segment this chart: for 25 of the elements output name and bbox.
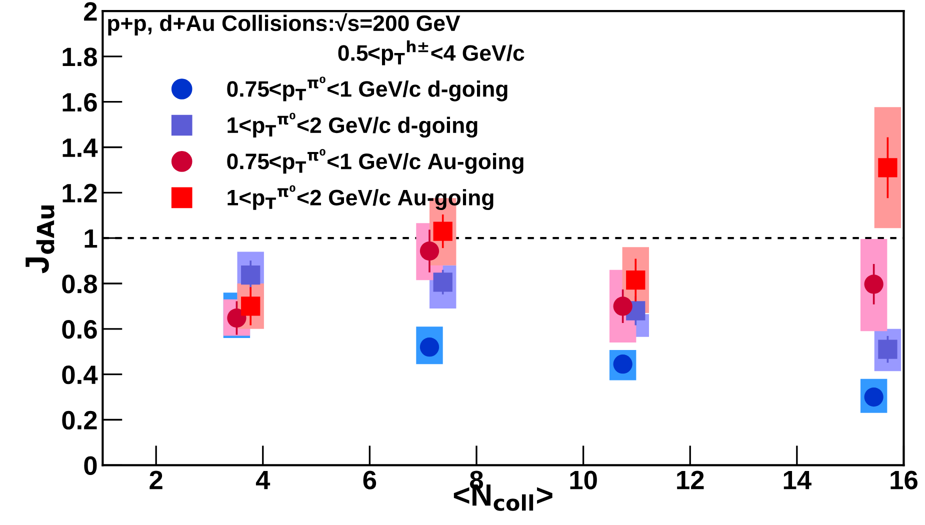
x-tick-label: 12 [677, 470, 704, 490]
y-tick-label: 1.6 [62, 92, 97, 112]
y-axis-title: J$_{dAu}$ [26, 205, 54, 274]
x-tick-label: 16 [890, 470, 918, 490]
legend-label: 1<p$_{T}$$^{π⁰}$<2 GeV/c d-going [228, 112, 478, 138]
legend-label: 0.75<p$_{T}$$^{π⁰}$<1 GeV/c d-going [227, 76, 508, 102]
legend-title: 0.5<p$_{T}$$^{h±}$<4 GeV/c [338, 40, 524, 66]
y-tick-label: 1 [84, 229, 98, 248]
x-tick-label: 4 [256, 470, 270, 490]
y-tick-label: 1.2 [62, 184, 97, 202]
legend-label: 0.75<p$_{T}$$^{π⁰}$<1 GeV/c Au-going [227, 149, 524, 174]
y-tick-label: 0 [84, 456, 97, 475]
y-tick-label: 2 [84, 2, 97, 21]
y-tick-label: 1.8 [62, 48, 98, 66]
x-tick-label: 10 [570, 470, 597, 490]
chart-title: p+p, d+Au Collisions:√s=200 GeV [108, 13, 460, 36]
x-tick-label: 2 [150, 470, 162, 490]
y-tick-label: 0.6 [62, 320, 97, 339]
legend-label: 1<p$_{T}$$^{π⁰}$<2 GeV/c Au-going [228, 185, 494, 210]
y-tick-label: 0.8 [62, 274, 98, 294]
x-tick-label: 14 [784, 470, 812, 490]
x-tick-label: 6 [363, 470, 376, 490]
y-tick-label: 0.4 [62, 365, 98, 384]
y-tick-label: 1.4 [62, 138, 98, 157]
y-tick-label: 0.2 [62, 410, 97, 430]
